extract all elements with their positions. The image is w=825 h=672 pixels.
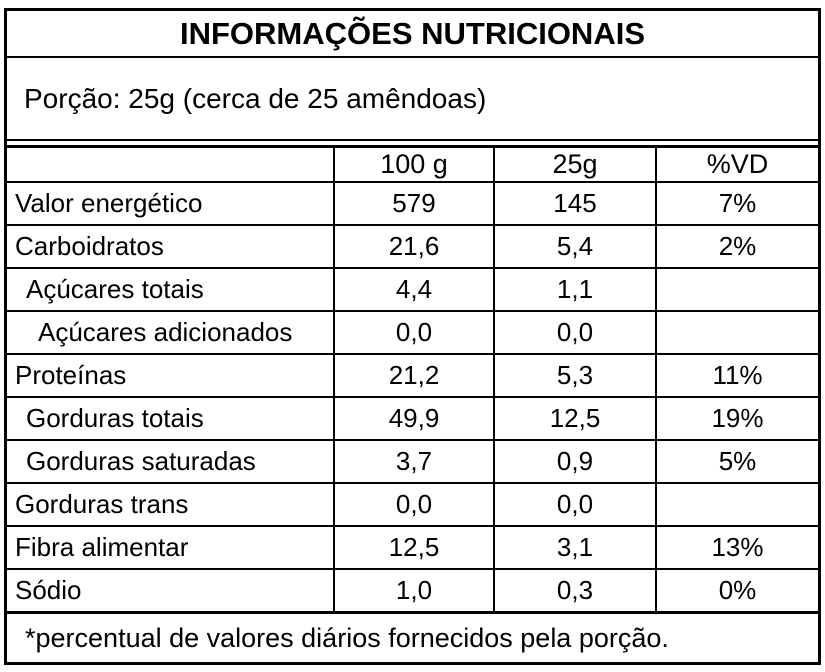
value-100g: 3,7 bbox=[335, 441, 495, 482]
value-vd bbox=[657, 269, 818, 310]
value-100g: 0,0 bbox=[335, 312, 495, 353]
row-label: Proteínas bbox=[7, 355, 335, 396]
row-label: Sódio bbox=[7, 570, 335, 611]
value-25g: 0,0 bbox=[495, 312, 657, 353]
table-row: Fibra alimentar 12,5 3,1 13% bbox=[7, 527, 818, 570]
value-25g: 0,3 bbox=[495, 570, 657, 611]
row-label: Gorduras trans bbox=[7, 484, 335, 525]
table-header-row: 100 g 25g %VD bbox=[7, 148, 818, 183]
value-100g: 49,9 bbox=[335, 398, 495, 439]
header-empty bbox=[7, 148, 335, 181]
nutrition-facts-table: INFORMAÇÕES NUTRICIONAIS Porção: 25g (ce… bbox=[4, 8, 821, 665]
row-label: Valor energético bbox=[7, 183, 335, 224]
value-100g: 21,2 bbox=[335, 355, 495, 396]
row-label: Fibra alimentar bbox=[7, 527, 335, 568]
value-25g: 12,5 bbox=[495, 398, 657, 439]
value-vd: 0% bbox=[718, 575, 757, 605]
value-25g: 5,3 bbox=[495, 355, 657, 396]
value-25g: 3,1 bbox=[495, 527, 657, 568]
header-per-25g: 25g bbox=[495, 148, 657, 181]
table-row: Gorduras saturadas 3,7 0,9 5% bbox=[7, 441, 818, 484]
value-vd: 5% bbox=[718, 446, 757, 476]
table-row: Sódio 1,0 0,3 0% bbox=[7, 570, 818, 614]
table-row: Açúcares adicionados 0,0 0,0 bbox=[7, 312, 818, 355]
value-100g: 4,4 bbox=[335, 269, 495, 310]
row-label: Gorduras totais bbox=[7, 398, 335, 439]
row-label: Açúcares totais bbox=[7, 269, 335, 310]
table-row: Valor energético 579 145 7% bbox=[7, 183, 818, 226]
table-title: INFORMAÇÕES NUTRICIONAIS bbox=[7, 11, 818, 58]
table-row: Proteínas 21,2 5,3 11% bbox=[7, 355, 818, 398]
value-25g: 1,1 bbox=[495, 269, 657, 310]
row-label: Carboidratos bbox=[7, 226, 335, 267]
header-per-100g: 100 g bbox=[335, 148, 495, 181]
value-vd: 13% bbox=[711, 532, 764, 562]
daily-value-footnote: *percentual de valores diários fornecido… bbox=[25, 622, 669, 653]
value-vd: 7% bbox=[718, 188, 757, 218]
row-label: Gorduras saturadas bbox=[7, 441, 335, 482]
row-label: Açúcares adicionados bbox=[7, 312, 335, 353]
value-100g: 12,5 bbox=[335, 527, 495, 568]
value-100g: 1,0 bbox=[335, 570, 495, 611]
value-25g: 145 bbox=[495, 183, 657, 224]
value-vd: 11% bbox=[712, 360, 763, 390]
table-row: Açúcares totais 4,4 1,1 bbox=[7, 269, 818, 312]
value-100g: 0,0 bbox=[335, 484, 495, 525]
header-percent-vd: %VD bbox=[706, 149, 769, 179]
table-row: Gorduras trans 0,0 0,0 bbox=[7, 484, 818, 527]
double-rule-divider bbox=[7, 141, 818, 148]
value-vd bbox=[657, 312, 818, 353]
table-row: Gorduras totais 49,9 12,5 19% bbox=[7, 398, 818, 441]
value-vd: 2% bbox=[718, 231, 757, 261]
portion-info: Porção: 25g (cerca de 25 amêndoas) bbox=[7, 58, 818, 141]
value-100g: 579 bbox=[335, 183, 495, 224]
value-25g: 5,4 bbox=[495, 226, 657, 267]
value-vd: 19% bbox=[711, 403, 764, 433]
value-25g: 0,0 bbox=[495, 484, 657, 525]
value-25g: 0,9 bbox=[495, 441, 657, 482]
table-row: Carboidratos 21,6 5,4 2% bbox=[7, 226, 818, 269]
value-vd bbox=[657, 484, 818, 525]
value-100g: 21,6 bbox=[335, 226, 495, 267]
